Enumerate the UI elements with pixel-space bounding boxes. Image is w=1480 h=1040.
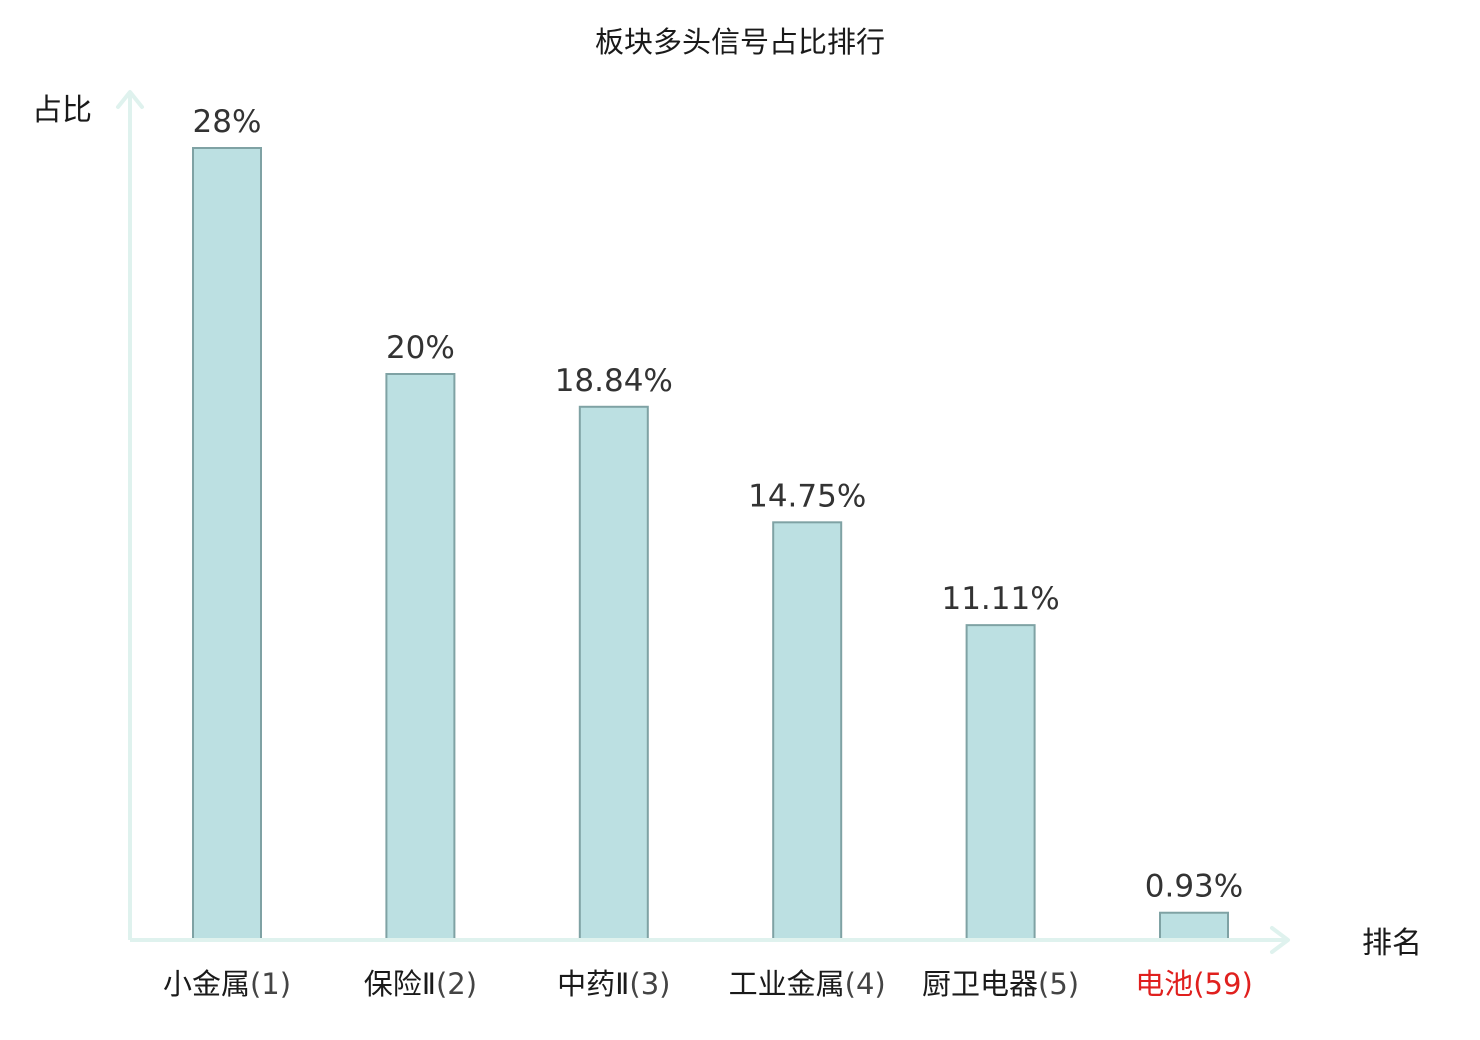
data-label: 18.84% bbox=[555, 363, 673, 399]
data-label: 11.11% bbox=[941, 581, 1059, 617]
data-label: 28% bbox=[193, 104, 262, 140]
bar bbox=[965, 624, 1036, 941]
data-label: 14.75% bbox=[748, 478, 866, 514]
category-rank: (4) bbox=[845, 967, 886, 1001]
category-tick-label: 电池(59) bbox=[1135, 967, 1253, 1001]
category-name: 厨卫电器 bbox=[922, 967, 1038, 1001]
category-rank: (1) bbox=[250, 967, 291, 1001]
bars-layer bbox=[192, 147, 1229, 941]
chart-title: 板块多头信号占比排行 bbox=[595, 25, 885, 59]
y-axis-arrow-icon bbox=[116, 90, 144, 109]
value-labels-layer: 28% 20% 18.84% 14.75% 11.11% 0.93% bbox=[193, 104, 1244, 905]
axes bbox=[116, 90, 1290, 954]
category-tick-label: 中药Ⅱ(3) bbox=[557, 967, 670, 1001]
data-label: 20% bbox=[386, 330, 455, 366]
category-tick-label: 厨卫电器(5) bbox=[922, 967, 1079, 1001]
category-tick-label: 工业金属(4) bbox=[729, 967, 886, 1001]
bar bbox=[578, 405, 649, 940]
category-name: 保险Ⅱ bbox=[364, 967, 436, 1001]
y-axis-label: 占比 bbox=[32, 93, 92, 128]
bar bbox=[385, 373, 456, 940]
category-name: 电池 bbox=[1135, 967, 1193, 1001]
bar bbox=[1159, 911, 1229, 940]
category-tick-label: 保险Ⅱ(2) bbox=[364, 967, 477, 1001]
bar bbox=[192, 147, 262, 940]
category-rank: (5) bbox=[1038, 967, 1079, 1001]
category-tick-label: 小金属(1) bbox=[163, 967, 291, 1001]
category-rank: (3) bbox=[629, 967, 670, 1001]
data-label: 0.93% bbox=[1145, 869, 1243, 905]
category-labels-layer: 小金属(1) 保险Ⅱ(2) 中药Ⅱ(3) 工业金属(4) 厨卫电器(5) 电池(59) bbox=[163, 967, 1253, 1001]
category-rank: (59) bbox=[1193, 967, 1253, 1001]
category-name: 中药Ⅱ bbox=[557, 967, 629, 1001]
bar bbox=[772, 521, 843, 940]
category-name: 小金属 bbox=[163, 967, 250, 1001]
category-rank: (2) bbox=[436, 967, 477, 1001]
x-axis-label: 排名 bbox=[1362, 926, 1422, 961]
category-name: 工业金属 bbox=[729, 967, 845, 1001]
x-axis-arrow-icon bbox=[1270, 926, 1290, 954]
